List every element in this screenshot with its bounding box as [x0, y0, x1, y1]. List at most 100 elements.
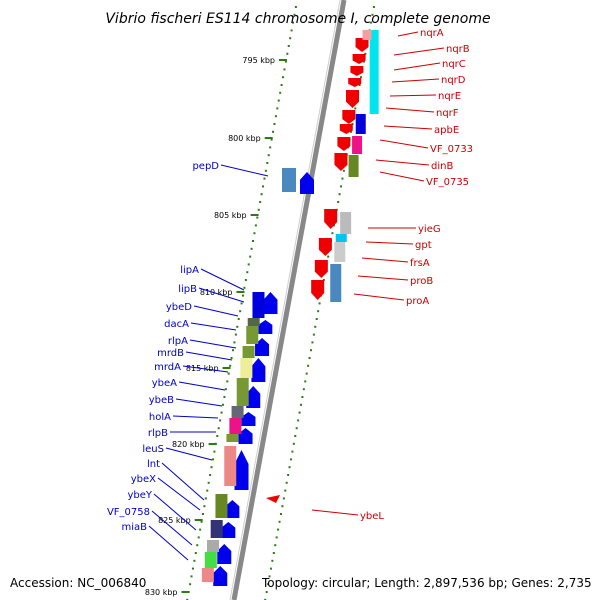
- label-connector: [193, 305, 239, 317]
- minor-tick: [318, 302, 321, 305]
- cds-box: [210, 520, 223, 538]
- minor-tick: [194, 552, 197, 554]
- reverse-gene-arrow: [337, 137, 351, 151]
- minor-tick: [256, 216, 259, 219]
- forward-gene-arrow: [213, 566, 228, 586]
- minor-tick: [291, 450, 294, 453]
- kbp-label: 795 kbp: [242, 56, 275, 65]
- minor-tick: [292, 21, 295, 24]
- minor-tick: [331, 232, 334, 235]
- minor-tick: [354, 107, 357, 110]
- minor-tick: [234, 333, 237, 336]
- minor-tick: [224, 388, 227, 391]
- minor-tick: [350, 130, 353, 133]
- label-connector: [361, 257, 409, 263]
- gene-label-nqrb: nqrB: [446, 44, 470, 55]
- forward-gene-arrow: [225, 500, 240, 518]
- cds-box: [282, 168, 296, 192]
- gene-label-leus: leuS: [142, 444, 164, 455]
- minor-tick: [311, 341, 314, 344]
- minor-tick: [337, 201, 340, 203]
- minor-tick: [342, 169, 345, 172]
- label-connector: [161, 462, 205, 501]
- minor-tick: [284, 60, 287, 63]
- cds-box: [242, 346, 255, 358]
- minor-tick: [271, 559, 274, 562]
- minor-tick: [309, 349, 312, 352]
- minor-tick: [281, 505, 284, 508]
- kbp-label: 810 kbp: [200, 288, 233, 297]
- gene-label-pepd: pepD: [192, 161, 219, 172]
- minor-tick: [299, 403, 302, 406]
- minor-tick: [269, 146, 272, 149]
- gene-label-nqra: nqrA: [420, 28, 444, 39]
- minor-tick: [371, 13, 374, 16]
- tick-layer: [181, 6, 375, 600]
- minor-tick: [253, 232, 256, 235]
- minor-tick: [370, 21, 373, 24]
- forward-gene-arrow: [263, 292, 278, 314]
- minor-tick: [252, 240, 255, 242]
- reverse-gene-arrow: [334, 153, 348, 171]
- label-connector: [190, 322, 237, 331]
- label-connector: [198, 287, 245, 303]
- cds-box: [240, 358, 253, 378]
- minor-tick: [233, 341, 236, 344]
- forward-gene-arrow: [238, 428, 253, 444]
- minor-tick: [236, 325, 239, 328]
- gene-label-yieg: yieG: [418, 224, 441, 235]
- minor-tick: [250, 247, 253, 250]
- minor-tick: [213, 450, 216, 453]
- minor-tick: [274, 115, 277, 118]
- cds-box: [335, 234, 347, 242]
- minor-tick: [290, 29, 293, 32]
- minor-tick: [292, 442, 295, 445]
- reverse-gene-arrow: [339, 124, 353, 134]
- gene-label-vf_0735: VF_0735: [426, 177, 469, 188]
- minor-tick: [277, 99, 280, 102]
- cds-box: [215, 494, 228, 518]
- minor-tick: [259, 201, 262, 203]
- minor-tick: [327, 255, 330, 258]
- minor-tick: [221, 403, 224, 406]
- genome-summary-text: Topology: circular; Length: 2,897,536 bp…: [261, 576, 592, 590]
- minor-tick: [189, 583, 192, 586]
- minor-tick: [272, 130, 275, 133]
- minor-tick: [280, 84, 283, 86]
- gene-label-ybeb: ybeB: [149, 395, 174, 406]
- cds-box: [369, 30, 379, 114]
- gene-label-lipa: lipA: [180, 265, 199, 276]
- label-connector: [153, 493, 197, 531]
- minor-tick: [206, 489, 209, 492]
- minor-tick: [239, 310, 242, 313]
- label-connector: [148, 525, 189, 561]
- minor-tick: [360, 76, 363, 79]
- minor-tick: [226, 380, 229, 383]
- minor-tick: [277, 528, 280, 531]
- label-connector: [379, 139, 429, 149]
- minor-tick: [268, 575, 271, 578]
- minor-tick: [227, 372, 230, 375]
- cds-box: [252, 292, 265, 318]
- minor-tick: [229, 364, 232, 367]
- gene-label-ybex: ybeX: [131, 474, 156, 485]
- minor-tick: [297, 419, 300, 422]
- minor-tick: [209, 474, 212, 476]
- minor-tick: [304, 380, 307, 383]
- minor-tick: [289, 458, 292, 461]
- label-connector: [353, 293, 405, 301]
- gene-label-nqrd: nqrD: [441, 75, 466, 86]
- label-connector: [311, 509, 359, 516]
- label-connector: [200, 268, 245, 291]
- gene-label-gpt: gpt: [415, 240, 432, 251]
- forward-gene-arrow: [234, 450, 249, 490]
- minor-tick: [240, 302, 243, 305]
- label-connector: [375, 159, 430, 166]
- label-connector: [391, 78, 440, 83]
- minor-tick: [279, 513, 282, 515]
- cds-box: [246, 326, 259, 344]
- minor-tick: [279, 91, 282, 94]
- label-connector: [151, 510, 193, 546]
- minor-tick: [204, 497, 207, 500]
